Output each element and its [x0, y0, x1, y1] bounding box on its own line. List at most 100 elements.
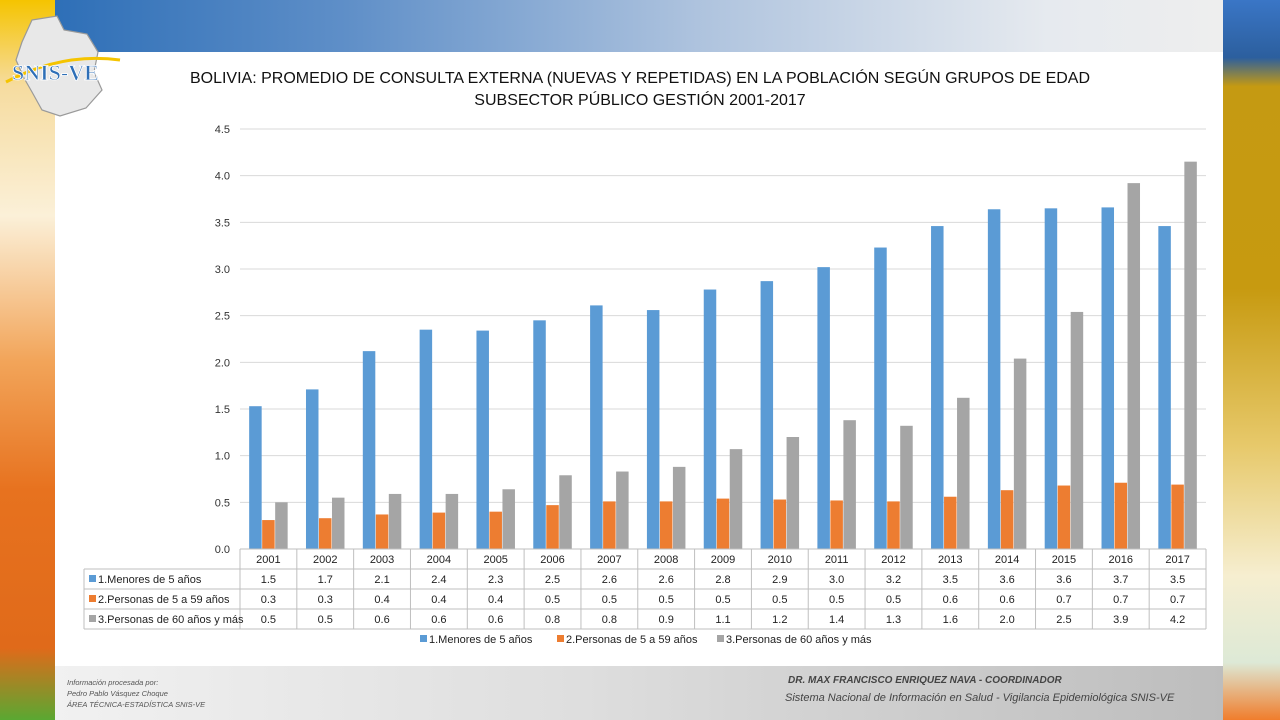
data-label: 0.7 [1170, 594, 1185, 606]
x-tick-label: 2008 [654, 554, 678, 566]
data-label: 3.5 [943, 574, 958, 586]
data-label: 3.6 [999, 574, 1014, 586]
data-label: 2.5 [545, 574, 560, 586]
bar-3 [672, 466, 686, 549]
data-label: 0.8 [602, 614, 617, 626]
data-label: 1.2 [772, 614, 787, 626]
footer-credits: Información procesada por: Pedro Pablo V… [67, 677, 205, 710]
bar-2 [432, 512, 446, 549]
x-tick-label: 2002 [313, 554, 337, 566]
bar-2 [1171, 484, 1184, 549]
y-tick-label: 0.0 [215, 544, 230, 556]
legend-key [420, 635, 427, 642]
right-decorative-strip [1223, 0, 1280, 720]
bar-1 [249, 406, 262, 549]
data-label: 4.2 [1170, 614, 1185, 626]
table-legend-key [89, 595, 96, 602]
bar-2 [659, 501, 673, 549]
data-label: 0.3 [261, 594, 276, 606]
x-tick-label: 2014 [995, 554, 1019, 566]
bar-1 [419, 329, 433, 549]
data-label: 0.4 [431, 594, 446, 606]
bar-2 [546, 505, 559, 549]
title-line-2: SUBSECTOR PÚBLICO GESTIÓN 2001-2017 [474, 92, 806, 109]
data-label: 3.9 [1113, 614, 1128, 626]
bar-1 [874, 247, 887, 550]
bar-1 [533, 320, 546, 549]
data-label: 2.5 [1056, 614, 1071, 626]
bar-1 [305, 389, 319, 549]
data-label: 0.3 [318, 594, 333, 606]
data-label: 0.5 [545, 594, 560, 606]
data-label: 2.6 [602, 574, 617, 586]
bar-3 [388, 493, 402, 549]
data-label: 2.1 [374, 574, 389, 586]
bar-2 [489, 511, 502, 549]
y-tick-label: 3.0 [215, 264, 230, 276]
data-label: 0.5 [886, 594, 901, 606]
bar-2 [318, 518, 332, 549]
data-label: 0.6 [488, 614, 503, 626]
bar-1 [931, 226, 944, 550]
bar-3 [559, 475, 572, 549]
bar-3 [1013, 358, 1027, 549]
y-tick-label: 3.5 [215, 217, 230, 229]
data-label: 0.8 [545, 614, 560, 626]
bar-1 [1044, 208, 1058, 550]
footer-coordinator: DR. MAX FRANCISCO ENRIQUEZ NAVA - COORDI… [788, 675, 1062, 686]
x-tick-label: 2013 [938, 554, 962, 566]
bar-2 [887, 501, 900, 549]
data-label: 1.3 [886, 614, 901, 626]
data-label: 1.1 [715, 614, 730, 626]
x-tick-label: 2010 [768, 554, 792, 566]
table-legend-key [89, 575, 96, 582]
bar-3 [502, 489, 515, 549]
bar-2 [603, 501, 616, 549]
data-label: 2.8 [715, 574, 730, 586]
bar-1 [476, 330, 489, 549]
data-label: 0.4 [488, 594, 503, 606]
data-label: 0.5 [772, 594, 787, 606]
data-label: 0.6 [374, 614, 389, 626]
data-label: 0.5 [318, 614, 333, 626]
data-label: 1.5 [261, 574, 276, 586]
data-label: 3.7 [1113, 574, 1128, 586]
data-label: 2.0 [999, 614, 1014, 626]
y-tick-label: 1.0 [215, 451, 230, 463]
x-tick-label: 2009 [711, 554, 735, 566]
data-label: 1.7 [318, 574, 333, 586]
x-tick-label: 2011 [825, 554, 849, 566]
data-label: 0.5 [261, 614, 276, 626]
bar-2 [1057, 485, 1071, 549]
data-label: 3.5 [1170, 574, 1185, 586]
x-tick-label: 2005 [483, 554, 507, 566]
bar-3 [729, 449, 743, 549]
x-tick-label: 2017 [1165, 554, 1189, 566]
data-label: 0.5 [602, 594, 617, 606]
y-tick-label: 4.5 [215, 124, 230, 136]
table-legend-key [89, 615, 96, 622]
footer-credit-line-2: Pedro Pablo Vásquez Choque [67, 689, 168, 698]
data-label: 2.4 [431, 574, 446, 586]
left-decorative-strip [0, 0, 55, 720]
data-label: 0.4 [374, 594, 389, 606]
data-label: 2.9 [772, 574, 787, 586]
bar-2 [773, 499, 787, 549]
bar-3 [616, 471, 629, 549]
bottom-decorative-band [55, 666, 1223, 720]
bar-2 [1000, 490, 1014, 549]
bar-1 [590, 305, 603, 549]
y-tick-label: 2.0 [215, 357, 230, 369]
table-series-name: 3.Personas de 60 años y más [98, 614, 244, 626]
data-label: 0.5 [829, 594, 844, 606]
y-tick-label: 1.5 [215, 404, 230, 416]
x-tick-label: 2001 [256, 554, 280, 566]
data-label: 0.6 [999, 594, 1014, 606]
data-label: 3.2 [886, 574, 901, 586]
table-series-name: 2.Personas de 5 a 59 años [98, 594, 230, 606]
x-tick-label: 2015 [1052, 554, 1076, 566]
data-label: 0.6 [943, 594, 958, 606]
bar-3 [1070, 311, 1084, 549]
x-tick-label: 2012 [881, 554, 905, 566]
